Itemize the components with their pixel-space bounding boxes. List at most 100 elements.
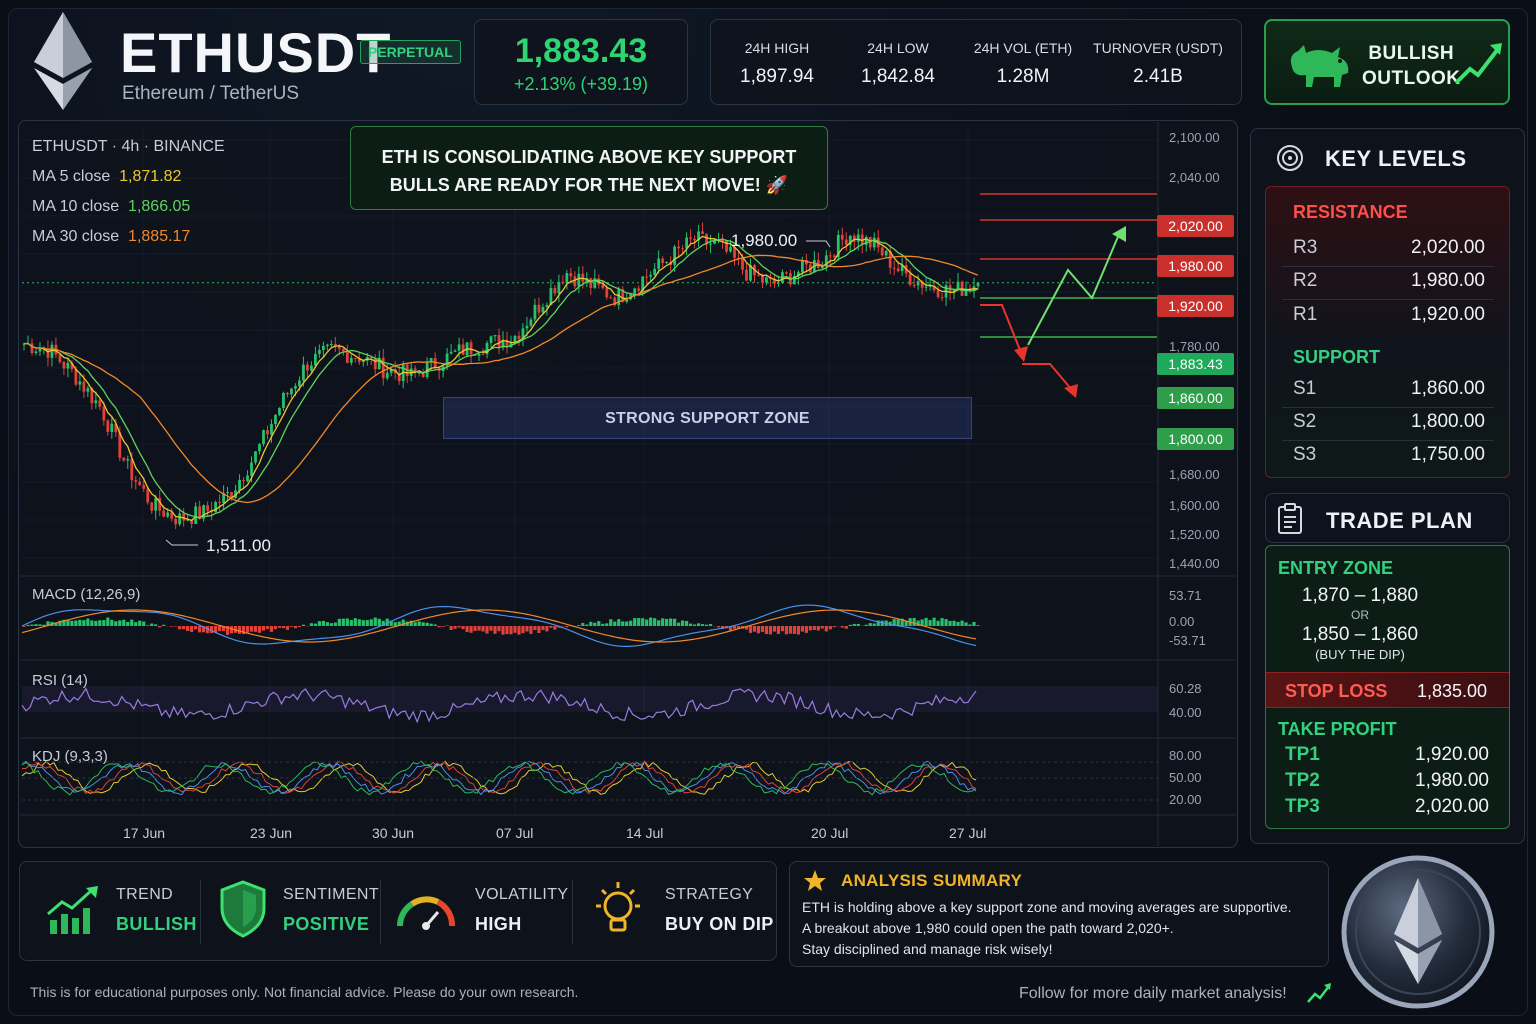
macd-bar [54, 622, 58, 626]
macd-bar [373, 617, 377, 626]
price-tick: 1,440.00 [1169, 556, 1220, 571]
bullish-outlook-badge: BULLISH OUTLOOK [1264, 19, 1510, 105]
candle-body [425, 362, 429, 378]
candle-body [114, 423, 118, 433]
macd-bar [565, 626, 569, 628]
price-tick: 1,520.00 [1169, 527, 1220, 542]
level-name: R1 [1293, 304, 1318, 325]
swing-high-leader [806, 240, 831, 248]
r3-price-tag: 2,020.00 [1157, 215, 1234, 237]
candle-body [525, 325, 529, 329]
macd-bar [708, 623, 713, 626]
macd-bar [317, 621, 321, 626]
candle-body [278, 407, 281, 415]
candle-body [920, 281, 924, 288]
candle-body [126, 459, 130, 461]
candle-body [102, 406, 106, 421]
lightbulb-icon [596, 882, 640, 932]
macd-bar [493, 626, 497, 634]
support-zone: STRONG SUPPORT ZONE [443, 397, 972, 439]
candle-body [976, 282, 980, 287]
macd-bar [956, 621, 960, 626]
s1-price-tag: 1,860.00 [1157, 387, 1234, 409]
candle-body [928, 285, 932, 287]
macd-bar [856, 623, 860, 626]
candle-body [329, 344, 333, 346]
candle-body [637, 288, 641, 291]
candle-body [325, 344, 329, 346]
candle-body [521, 328, 525, 340]
macd-bar [633, 618, 637, 626]
perpetual-badge: PERPETUAL [360, 40, 461, 64]
macd-bar [501, 626, 505, 635]
candle-body [34, 351, 38, 354]
macd-bar [225, 626, 230, 635]
candle-body [309, 365, 313, 371]
macd-bar [673, 618, 677, 626]
candle-body [381, 357, 385, 379]
price-tick: 2,040.00 [1169, 170, 1220, 185]
candle-body [900, 265, 904, 272]
stop-loss-label: STOP LOSS [1285, 681, 1388, 701]
macd-bar [38, 624, 42, 626]
divider [1282, 266, 1494, 267]
macd-bar [677, 622, 681, 626]
macd-bar [553, 626, 557, 630]
outlook-text: BULLISH OUTLOOK [1362, 41, 1461, 91]
macd-bar [413, 622, 417, 626]
candle-body [110, 423, 114, 432]
swing-high-label: 1,980.00 [731, 231, 798, 250]
macd-bar [297, 626, 302, 628]
macd-bar [170, 626, 174, 627]
candle-body [705, 234, 708, 245]
macd-bar [281, 626, 286, 629]
macd-bar [932, 617, 936, 626]
candle-body [445, 353, 449, 367]
candle-body [22, 343, 26, 345]
x-tick: 30 Jun [372, 825, 415, 841]
candle-body [86, 388, 90, 392]
macd-bar [122, 619, 126, 626]
outlook-line-1: BULLISH [1368, 43, 1455, 64]
candle-body [593, 278, 597, 288]
candle-body [421, 372, 425, 378]
macd-bar [66, 619, 70, 626]
macd-bar [313, 623, 317, 626]
target-name: TP3 [1285, 796, 1320, 817]
macd-bar [609, 619, 613, 626]
macd-bar [26, 624, 30, 626]
ma30-value: 1,885.17 [128, 228, 191, 245]
macd-bar [824, 626, 828, 632]
macd-bar [868, 623, 872, 626]
kdj-tick: 50.00 [1169, 770, 1202, 785]
macd-bar [768, 626, 773, 635]
trend-up-icon [1307, 983, 1331, 1003]
metric-value: BUY ON DIP [665, 914, 774, 934]
macd-bar [182, 626, 186, 630]
macd-bar [537, 626, 541, 634]
macd-bar [692, 624, 697, 626]
macd-bar [130, 619, 134, 626]
candle-body [489, 336, 493, 344]
candle-body [294, 386, 297, 389]
candle-body [246, 475, 249, 481]
candle-body [353, 357, 357, 359]
candle-body [677, 246, 681, 249]
ma5-legend: MA 5 close 1,871.82 [32, 162, 225, 192]
summary-line: ETH is holding above a key support zone … [802, 899, 1292, 915]
macd-bar [808, 626, 812, 631]
macd-bar [273, 626, 278, 630]
candle-body [302, 364, 305, 381]
macd-bar [409, 620, 413, 626]
metric-strategy: STRATEGY BUY ON DIP [665, 886, 774, 935]
metrics-panel [19, 861, 777, 961]
candle-body [665, 261, 669, 263]
candle-body [601, 284, 605, 289]
macd-bar [864, 624, 868, 626]
candle-body [589, 278, 593, 288]
pair-name: Ethereum / TetherUS [122, 83, 300, 104]
stat-value: 1.28M [996, 66, 1050, 87]
candle-body [457, 344, 461, 351]
level-name: R3 [1293, 237, 1318, 258]
